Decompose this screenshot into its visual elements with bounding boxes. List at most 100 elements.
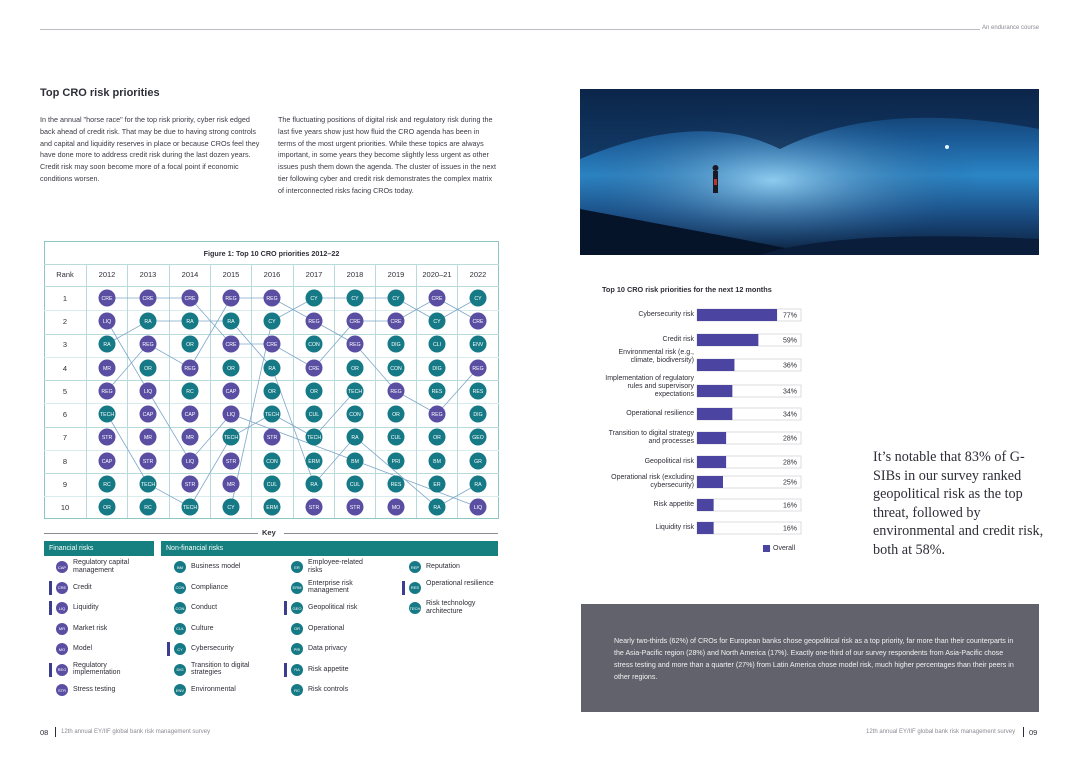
bar-category-label: Operational risk (excluding cybersecurit…	[611, 474, 694, 489]
risk-marker	[98, 475, 116, 493]
bar-value-label: 25%	[783, 480, 797, 487]
key-highlight-bar	[284, 662, 287, 677]
risk-marker-label: CUL	[267, 482, 277, 488]
risk-marker-label: ENV	[473, 342, 484, 348]
year-header: 2020–21	[422, 270, 452, 279]
risk-marker-label: CY	[351, 296, 359, 302]
risk-marker	[222, 359, 240, 377]
key-label: Cybersecurity	[191, 645, 234, 652]
bar-value-label: 77%	[783, 313, 797, 320]
risk-marker	[222, 428, 240, 446]
risk-marker	[139, 359, 157, 377]
risk-marker	[181, 359, 199, 377]
pull-quote: It’s notable that 83% of G-SIBs in our s…	[873, 449, 1044, 558]
risk-marker	[469, 312, 487, 330]
risk-marker-label: DIG	[432, 366, 441, 372]
risk-marker	[387, 452, 405, 470]
key-marker: ENV	[174, 684, 186, 696]
risk-marker-label: CY	[474, 296, 482, 302]
legend-swatch	[763, 545, 770, 552]
risk-marker-label: CRE	[102, 296, 113, 302]
risk-marker-label: CY	[310, 296, 318, 302]
risk-marker	[263, 382, 281, 400]
risk-marker	[139, 498, 157, 516]
risk-marker-label: GR	[474, 459, 482, 465]
key-marker: CUL	[174, 622, 186, 635]
risk-marker-label: CY	[433, 319, 441, 325]
grid-rule	[44, 380, 499, 381]
year-header: 2014	[181, 270, 199, 279]
risk-marker-label: STR	[102, 435, 113, 441]
risk-marker	[346, 289, 364, 307]
risk-marker-label: CRE	[391, 319, 402, 325]
bar	[697, 334, 759, 346]
risk-marker-label: RA	[268, 366, 276, 372]
key-highlight-bar	[49, 601, 52, 615]
risk-marker	[387, 428, 405, 446]
key-label: Operational resilience	[426, 579, 494, 587]
ice-cave-photo	[580, 89, 1039, 255]
key-marker: REG	[56, 663, 68, 676]
risk-marker-label: CY	[268, 319, 276, 325]
bar-category-label: Liquidity risk	[655, 524, 694, 531]
risk-marker-label: CUL	[350, 482, 360, 488]
risk-marker	[428, 312, 446, 330]
risk-marker-label: CY	[392, 296, 400, 302]
risk-marker-label: OR	[144, 366, 152, 372]
rank-label: 6	[62, 410, 68, 419]
grid-rule	[44, 403, 499, 404]
bar	[697, 408, 733, 420]
bar	[697, 359, 735, 371]
risk-marker	[305, 289, 323, 307]
risk-marker	[346, 498, 364, 516]
risk-marker-label: STR	[350, 505, 361, 511]
risk-marker	[469, 498, 487, 516]
key-label: Environmental	[191, 686, 236, 693]
risk-marker-label: TECH	[307, 435, 321, 441]
risk-marker	[181, 498, 199, 516]
risk-marker	[346, 428, 364, 446]
risk-marker-label: TECH	[141, 482, 155, 488]
risk-marker	[222, 289, 240, 307]
risk-marker	[428, 428, 446, 446]
risk-marker	[139, 475, 157, 493]
risk-marker	[305, 405, 323, 423]
key-label: Enterprise risk management	[308, 579, 353, 595]
risk-marker-label: RA	[144, 319, 152, 325]
risk-marker-label: REG	[184, 366, 195, 372]
risk-marker	[263, 405, 281, 423]
risk-marker-label: STR	[143, 459, 154, 465]
key-label: Liquidity	[73, 604, 99, 611]
risk-marker-label: DIG	[473, 412, 482, 418]
risk-marker	[346, 335, 364, 353]
risk-marker	[387, 382, 405, 400]
risk-marker	[263, 359, 281, 377]
risk-marker-label: OR	[103, 505, 111, 511]
risk-marker-label: RA	[310, 482, 318, 488]
risk-marker-label: OR	[433, 435, 441, 441]
risk-marker	[98, 312, 116, 330]
grid-rule	[44, 450, 499, 451]
risk-marker	[387, 498, 405, 516]
risk-marker-label: RES	[473, 389, 484, 395]
bar-category-label: Transition to digital strategy and proce…	[608, 430, 694, 445]
risk-marker-label: OR	[392, 412, 400, 418]
running-title: An endurance course	[982, 25, 1040, 31]
risk-marker-label: BM	[433, 459, 441, 465]
risk-marker	[98, 498, 116, 516]
rank-label: 1	[62, 294, 68, 303]
risk-marker-label: OR	[268, 389, 276, 395]
key-marker: OR	[291, 622, 303, 635]
risk-marker-label: MR	[186, 435, 194, 441]
risk-marker	[469, 382, 487, 400]
rank-label: 9	[62, 480, 68, 489]
key-marker: BM	[174, 561, 186, 573]
risk-marker-label: RA	[227, 319, 235, 325]
key-highlight-bar	[167, 642, 170, 656]
key-marker: MO	[56, 643, 68, 655]
risk-marker	[428, 382, 446, 400]
risk-marker	[139, 428, 157, 446]
year-header: 2015	[222, 270, 240, 279]
bar-value-label: 34%	[783, 412, 797, 419]
